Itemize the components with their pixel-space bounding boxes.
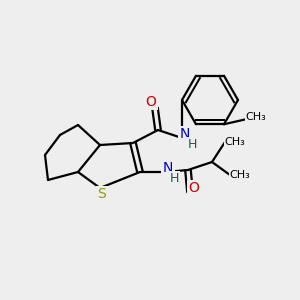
Text: H: H bbox=[169, 172, 179, 185]
Text: O: O bbox=[189, 181, 200, 195]
Text: N: N bbox=[180, 127, 190, 141]
Text: H: H bbox=[187, 139, 197, 152]
Text: CH₃: CH₃ bbox=[230, 170, 250, 180]
Text: CH₃: CH₃ bbox=[225, 137, 245, 147]
Text: O: O bbox=[146, 95, 156, 109]
Text: S: S bbox=[98, 187, 106, 201]
Text: CH₃: CH₃ bbox=[246, 112, 266, 122]
Text: N: N bbox=[163, 161, 173, 175]
